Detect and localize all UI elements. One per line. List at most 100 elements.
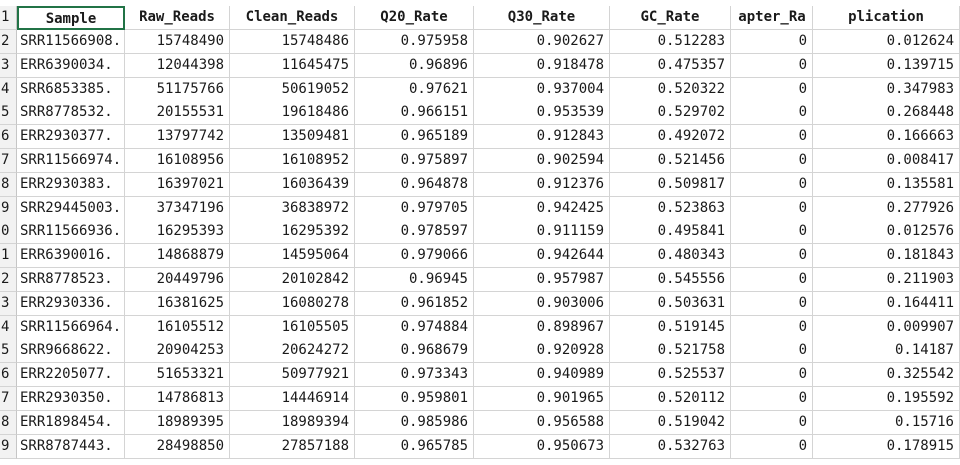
table-cell[interactable]: 0.181843 xyxy=(813,244,960,269)
table-cell[interactable]: 16036439 xyxy=(230,172,355,197)
table-cell[interactable]: 0 xyxy=(731,101,813,126)
table-cell[interactable]: 0.012576 xyxy=(813,220,960,245)
table-cell[interactable]: 0.985986 xyxy=(355,410,474,435)
table-cell[interactable]: 0.14187 xyxy=(813,339,960,364)
row-number[interactable]: 2 xyxy=(0,268,17,292)
table-cell[interactable]: 15748486 xyxy=(230,30,355,54)
table-cell[interactable]: 0.942425 xyxy=(474,196,610,221)
table-cell[interactable]: 0.512283 xyxy=(610,30,731,54)
table-cell[interactable]: 0.940989 xyxy=(474,363,610,388)
table-cell[interactable]: 0.012624 xyxy=(813,30,960,54)
table-cell[interactable]: SRR11566964. xyxy=(17,315,125,340)
table-cell[interactable]: 16295393 xyxy=(125,220,230,245)
table-cell[interactable]: 20155531 xyxy=(125,101,230,126)
table-cell[interactable]: 0 xyxy=(731,125,813,150)
table-cell[interactable]: 0.268448 xyxy=(813,101,960,126)
table-cell[interactable]: 0.529702 xyxy=(610,101,731,126)
table-cell[interactable]: 0.15716 xyxy=(813,410,960,435)
table-cell[interactable]: 0.135581 xyxy=(813,172,960,197)
table-cell[interactable]: 0 xyxy=(731,244,813,269)
table-cell[interactable]: 0.957987 xyxy=(474,268,610,292)
table-cell[interactable]: 11645475 xyxy=(230,53,355,78)
table-cell[interactable]: ERR2930377. xyxy=(17,125,125,150)
row-number[interactable]: 5 xyxy=(0,101,17,126)
table-cell[interactable]: 51653321 xyxy=(125,363,230,388)
table-cell[interactable]: 0.902627 xyxy=(474,30,610,54)
table-cell[interactable]: 0.978597 xyxy=(355,220,474,245)
table-cell[interactable]: 28498850 xyxy=(125,434,230,459)
table-cell[interactable]: ERR2205077. xyxy=(17,363,125,388)
header-cell-adapter-rate[interactable]: apter_Ra xyxy=(731,6,813,30)
table-cell[interactable]: 18989395 xyxy=(125,410,230,435)
table-cell[interactable]: 0.164411 xyxy=(813,291,960,316)
table-cell[interactable]: 16381625 xyxy=(125,291,230,316)
table-cell[interactable]: 0.966151 xyxy=(355,101,474,126)
table-cell[interactable]: 0.509817 xyxy=(610,172,731,197)
row-number[interactable]: 3 xyxy=(0,53,17,78)
table-cell[interactable]: 0.195592 xyxy=(813,387,960,411)
table-cell[interactable]: ERR6390016. xyxy=(17,244,125,269)
table-cell[interactable]: 0.912376 xyxy=(474,172,610,197)
table-cell[interactable]: 0.325542 xyxy=(813,363,960,388)
table-cell[interactable]: 0 xyxy=(731,434,813,459)
table-cell[interactable]: 0.97621 xyxy=(355,77,474,102)
table-cell[interactable]: 0.480343 xyxy=(610,244,731,269)
header-cell-q30-rate[interactable]: Q30_Rate xyxy=(474,6,610,30)
row-number[interactable]: 6 xyxy=(0,125,17,150)
table-cell[interactable]: 0.139715 xyxy=(813,53,960,78)
table-cell[interactable]: 0.942644 xyxy=(474,244,610,269)
table-cell[interactable]: 0.965785 xyxy=(355,434,474,459)
table-cell[interactable]: 27857188 xyxy=(230,434,355,459)
table-cell[interactable]: SRR11566974. xyxy=(17,149,125,173)
table-cell[interactable]: 14786813 xyxy=(125,387,230,411)
table-cell[interactable]: 0.475357 xyxy=(610,53,731,78)
table-cell[interactable]: 19618486 xyxy=(230,101,355,126)
table-cell[interactable]: ERR2930336. xyxy=(17,291,125,316)
table-cell[interactable]: 18989394 xyxy=(230,410,355,435)
table-cell[interactable]: 0.975897 xyxy=(355,149,474,173)
row-number[interactable]: 7 xyxy=(0,149,17,173)
table-cell[interactable]: ERR2930350. xyxy=(17,387,125,411)
table-cell[interactable]: 0 xyxy=(731,149,813,173)
table-cell[interactable]: SRR8778523. xyxy=(17,268,125,292)
table-cell[interactable]: 0.008417 xyxy=(813,149,960,173)
table-cell[interactable]: 0.973343 xyxy=(355,363,474,388)
table-cell[interactable]: 0.979705 xyxy=(355,196,474,221)
row-number[interactable]: 1 xyxy=(0,244,17,269)
table-cell[interactable]: SRR9668622. xyxy=(17,339,125,364)
table-cell[interactable]: 0.503631 xyxy=(610,291,731,316)
table-cell[interactable]: 0.959801 xyxy=(355,387,474,411)
table-cell[interactable]: 0.903006 xyxy=(474,291,610,316)
table-cell[interactable]: 12044398 xyxy=(125,53,230,78)
table-cell[interactable]: 0.974884 xyxy=(355,315,474,340)
table-cell[interactable]: 0.495841 xyxy=(610,220,731,245)
table-cell[interactable]: 0 xyxy=(731,268,813,292)
table-cell[interactable]: 20102842 xyxy=(230,268,355,292)
table-cell[interactable]: 0.964878 xyxy=(355,172,474,197)
table-cell[interactable]: 13797742 xyxy=(125,125,230,150)
table-cell[interactable]: 0.956588 xyxy=(474,410,610,435)
table-cell[interactable]: 16295392 xyxy=(230,220,355,245)
row-number[interactable]: 8 xyxy=(0,410,17,435)
header-cell-sample[interactable]: Sample xyxy=(17,6,125,30)
row-number[interactable]: 4 xyxy=(0,77,17,102)
table-cell[interactable]: 16080278 xyxy=(230,291,355,316)
row-number[interactable]: 8 xyxy=(0,172,17,197)
row-number[interactable]: 3 xyxy=(0,291,17,316)
table-cell[interactable]: 0 xyxy=(731,30,813,54)
table-cell[interactable]: 0 xyxy=(731,220,813,245)
table-cell[interactable]: 0.953539 xyxy=(474,101,610,126)
header-cell-q20-rate[interactable]: Q20_Rate xyxy=(355,6,474,30)
table-cell[interactable]: 0.979066 xyxy=(355,244,474,269)
table-cell[interactable]: 14595064 xyxy=(230,244,355,269)
table-cell[interactable]: ERR1898454. xyxy=(17,410,125,435)
table-cell[interactable]: 16105505 xyxy=(230,315,355,340)
table-cell[interactable]: 0.347983 xyxy=(813,77,960,102)
header-cell-gc-rate[interactable]: GC_Rate xyxy=(610,6,731,30)
row-number[interactable]: 9 xyxy=(0,434,17,459)
table-cell[interactable]: 37347196 xyxy=(125,196,230,221)
row-number[interactable]: 5 xyxy=(0,339,17,364)
table-cell[interactable]: 0.961852 xyxy=(355,291,474,316)
table-cell[interactable]: SRR11566908. xyxy=(17,30,125,54)
table-cell[interactable]: 0 xyxy=(731,387,813,411)
